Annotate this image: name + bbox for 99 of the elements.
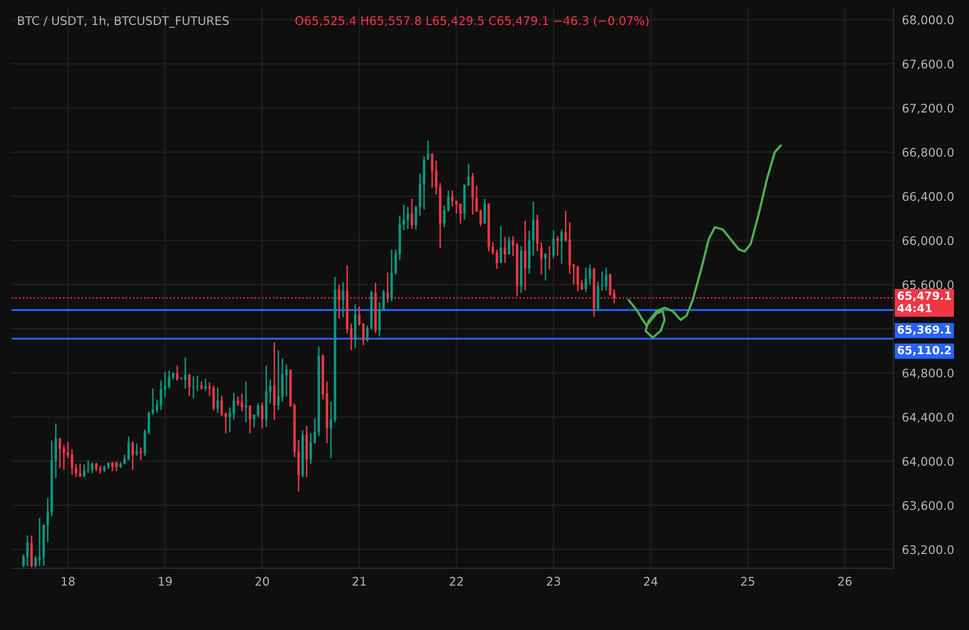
candlestick — [281, 358, 284, 402]
candlestick — [540, 242, 543, 276]
candlestick — [86, 460, 90, 474]
candlestick — [176, 364, 178, 382]
x-tick-label: 22 — [450, 576, 463, 586]
candlestick — [471, 172, 474, 216]
y-tick-label: 63,600.0 — [902, 501, 954, 512]
candlestick — [342, 281, 344, 318]
x-tick-label: 24 — [644, 576, 658, 586]
candlestick — [447, 190, 450, 212]
candlestick — [366, 324, 369, 342]
x-tick-label: 19 — [158, 576, 172, 586]
candlestick — [244, 380, 248, 424]
y-tick-label: 66,000.0 — [902, 236, 954, 246]
x-tick-label: 26 — [838, 576, 852, 586]
candlestick — [484, 198, 486, 224]
candlestick — [277, 350, 280, 411]
candlestick — [492, 242, 494, 256]
ref-line-label: 65,479.1 — [898, 291, 952, 302]
candlestick — [26, 534, 29, 567]
x-tick-label: 20 — [256, 576, 269, 586]
candlestick — [78, 463, 82, 478]
candlestick — [66, 441, 70, 459]
candlestick — [297, 439, 300, 492]
y-tick-label: 66,400.0 — [902, 192, 954, 202]
candlestick — [394, 248, 397, 276]
y-tick-label: 64,400.0 — [902, 412, 954, 423]
candlestick — [500, 226, 502, 264]
candlestick — [576, 265, 580, 292]
candlestick — [164, 371, 166, 398]
candlestick — [184, 356, 186, 390]
y-tick-label: 64,800.0 — [902, 368, 954, 379]
y-tick-label: 67,200.0 — [902, 104, 954, 114]
y-tick-label: 66,800.0 — [902, 148, 954, 158]
x-tick-label: 25 — [741, 576, 754, 586]
candlestick — [467, 162, 470, 187]
candlestick — [132, 440, 134, 470]
x-tick-label: 18 — [62, 576, 75, 586]
candlestick — [248, 404, 252, 434]
candlestick — [285, 364, 288, 398]
candlestick — [508, 236, 510, 256]
candlestick — [82, 464, 86, 478]
candlestick — [196, 374, 199, 392]
y-tick-label: 68,000.0 — [902, 15, 954, 26]
candlestick — [406, 206, 410, 230]
candlestick — [38, 517, 41, 567]
candlestick — [330, 400, 332, 459]
candlestick — [604, 266, 608, 292]
line-series — [627, 144, 782, 339]
y-tick-label: 65,600.0 — [902, 280, 954, 290]
ref-line-label: 65,110.2 — [898, 346, 951, 356]
candlestick — [127, 436, 130, 461]
candlestick — [455, 200, 458, 214]
x-tick-label: 21 — [352, 576, 366, 586]
y-tick-label: 64,000.0 — [902, 456, 954, 468]
candlestick — [91, 462, 94, 474]
candlestick — [451, 190, 454, 207]
candlestick — [260, 402, 264, 430]
candlestick — [588, 264, 592, 286]
candlestick — [426, 140, 430, 160]
candlestick — [310, 432, 312, 465]
ref-line-label: 65,369.1 — [898, 325, 952, 336]
candlestick — [584, 266, 588, 293]
candlestick — [135, 442, 138, 456]
candlestick — [152, 388, 154, 416]
candlestick — [532, 200, 535, 256]
candlestick — [236, 396, 240, 407]
candlestick — [212, 384, 215, 412]
y-tick-label: 67,600.0 — [902, 60, 954, 70]
candlestick — [410, 198, 414, 230]
candlestick — [30, 534, 33, 568]
candlestick — [443, 204, 446, 228]
candlestick — [382, 288, 385, 312]
candlestick — [168, 370, 170, 390]
candlestick — [544, 252, 547, 282]
text: BTC / USDT, 1h, BTCUSDT_FUTURES — [18, 16, 229, 28]
candlestick — [220, 394, 223, 417]
x-tick-label: 23 — [546, 576, 560, 586]
text: O65,525.4 H65,557.8 L65,429.5 C65,479.1 −46.3 (−0.07%) — [295, 16, 649, 26]
candlestick — [216, 386, 219, 414]
candlestick — [188, 373, 191, 397]
candlestick — [548, 246, 551, 270]
candlestick — [434, 160, 438, 196]
candlestick — [140, 446, 142, 461]
candlestick — [204, 378, 207, 392]
candlestick — [232, 392, 236, 420]
candlestick — [600, 270, 604, 292]
candlestick — [386, 272, 389, 304]
candlestick — [496, 248, 498, 270]
candlestick — [560, 228, 563, 264]
candlestick — [414, 204, 418, 230]
candlestick — [524, 220, 526, 291]
y-tick-label: 63,200.0 — [902, 545, 954, 556]
candlestick — [256, 402, 260, 418]
candlestick — [273, 342, 276, 421]
candlestick — [58, 437, 62, 469]
candlestick — [430, 152, 434, 189]
text: 44:41 — [897, 304, 932, 312]
candlestick — [556, 236, 559, 256]
